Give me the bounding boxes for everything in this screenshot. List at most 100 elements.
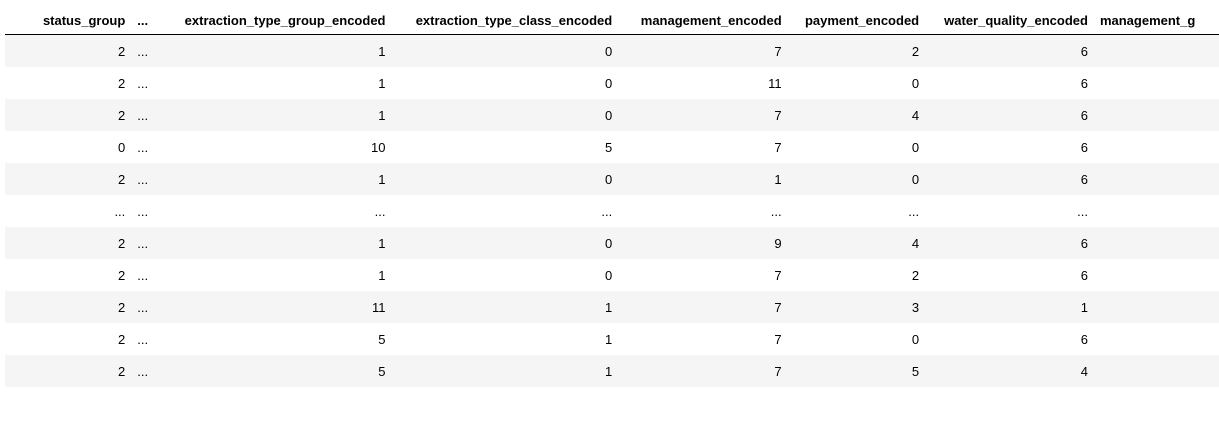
cell-payment-encoded: 0 — [787, 323, 926, 355]
cell-water-quality-encoded: 6 — [925, 34, 1094, 67]
cell-extraction-type-class-encoded: 5 — [391, 131, 619, 163]
column-header-water-quality-encoded: water_quality_encoded — [925, 6, 1094, 35]
cell-payment-encoded: 3 — [787, 291, 926, 323]
table-row: 2... 11 1 7 3 1 — [5, 291, 1219, 323]
dataframe-table-container: status_group ... extraction_type_group_e… — [5, 6, 1219, 387]
cell-extraction-type-class-encoded: 1 — [391, 323, 619, 355]
column-header-management-encoded: management_encoded — [618, 6, 788, 35]
cell-extraction-type-class-encoded: 0 — [391, 259, 619, 291]
cell-status-group: 2 — [5, 99, 132, 131]
column-header-extraction-type-class-encoded: extraction_type_class_encoded — [391, 6, 619, 35]
cell-status-group: 0 — [5, 131, 132, 163]
cell-management-encoded: 7 — [618, 99, 788, 131]
cell-management-encoded: 1 — [618, 163, 788, 195]
table-row: ..................... — [5, 195, 1219, 227]
table-row: 2... 1 0 1 0 6 — [5, 163, 1219, 195]
cell-management-encoded: ... — [618, 195, 788, 227]
column-header-status-group: status_group — [5, 6, 132, 35]
cell-water-quality-encoded: 1 — [925, 291, 1094, 323]
cell-management-group — [1093, 99, 1219, 131]
table-row: 2... 5 1 7 5 4 — [5, 355, 1219, 387]
cell-management-group — [1093, 291, 1219, 323]
cell-management-encoded: 11 — [618, 67, 788, 99]
cell-extraction-type-group-encoded: 5 — [162, 355, 392, 387]
cell-extraction-type-class-encoded: ... — [391, 195, 619, 227]
column-header-payment-encoded: payment_encoded — [787, 6, 926, 35]
cell-extraction-type-group-encoded: 10 — [162, 131, 392, 163]
cell-management-group — [1093, 259, 1219, 291]
dataframe-table: status_group ... extraction_type_group_e… — [5, 6, 1219, 387]
cell-payment-encoded: 2 — [787, 34, 926, 67]
cell-status-group: 2 — [5, 227, 132, 259]
cell-management-group — [1093, 34, 1219, 67]
cell-extraction-type-class-encoded: 0 — [391, 227, 619, 259]
table-row: 2... 5 1 7 0 6 — [5, 323, 1219, 355]
header-row: status_group ... extraction_type_group_e… — [5, 6, 1219, 35]
cell-ellipsis: ... — [131, 259, 163, 291]
cell-ellipsis: ... — [131, 323, 163, 355]
cell-status-group: 2 — [5, 67, 132, 99]
cell-extraction-type-class-encoded: 0 — [391, 99, 619, 131]
column-header-management-group-truncated: management_g — [1093, 6, 1219, 35]
cell-management-group — [1093, 323, 1219, 355]
table-row: 2... 1 0 9 4 6 — [5, 227, 1219, 259]
cell-water-quality-encoded: 4 — [925, 355, 1094, 387]
cell-payment-encoded: 4 — [787, 227, 926, 259]
cell-status-group: 2 — [5, 355, 132, 387]
column-header-extraction-type-group-encoded: extraction_type_group_encoded — [162, 6, 392, 35]
cell-extraction-type-group-encoded: 1 — [162, 67, 392, 99]
cell-extraction-type-group-encoded: 1 — [162, 34, 392, 67]
table-row: 2... 1 0 11 0 6 — [5, 67, 1219, 99]
cell-payment-encoded: 5 — [787, 355, 926, 387]
cell-management-group — [1093, 355, 1219, 387]
cell-status-group: 2 — [5, 323, 132, 355]
cell-payment-encoded: 0 — [787, 67, 926, 99]
cell-management-encoded: 7 — [618, 355, 788, 387]
cell-management-group — [1093, 227, 1219, 259]
cell-extraction-type-group-encoded: 11 — [162, 291, 392, 323]
cell-water-quality-encoded: 6 — [925, 323, 1094, 355]
cell-water-quality-encoded: 6 — [925, 99, 1094, 131]
cell-status-group: 2 — [5, 259, 132, 291]
cell-extraction-type-group-encoded: 1 — [162, 99, 392, 131]
cell-extraction-type-class-encoded: 1 — [391, 355, 619, 387]
cell-management-encoded: 7 — [618, 291, 788, 323]
cell-extraction-type-group-encoded: 1 — [162, 163, 392, 195]
cell-ellipsis: ... — [131, 34, 163, 67]
cell-status-group: 2 — [5, 163, 132, 195]
cell-status-group: 2 — [5, 34, 132, 67]
cell-extraction-type-class-encoded: 0 — [391, 67, 619, 99]
cell-management-encoded: 7 — [618, 323, 788, 355]
cell-ellipsis: ... — [131, 67, 163, 99]
cell-payment-encoded: 4 — [787, 99, 926, 131]
cell-ellipsis: ... — [131, 163, 163, 195]
cell-payment-encoded: 0 — [787, 131, 926, 163]
cell-status-group: ... — [5, 195, 132, 227]
cell-extraction-type-class-encoded: 0 — [391, 163, 619, 195]
cell-management-encoded: 7 — [618, 259, 788, 291]
cell-management-group — [1093, 67, 1219, 99]
cell-extraction-type-group-encoded: 5 — [162, 323, 392, 355]
table-row: 2... 1 0 7 4 6 — [5, 99, 1219, 131]
cell-ellipsis: ... — [131, 227, 163, 259]
table-row: 2... 1 0 7 2 6 — [5, 259, 1219, 291]
cell-extraction-type-class-encoded: 0 — [391, 34, 619, 67]
cell-ellipsis: ... — [131, 355, 163, 387]
cell-management-group — [1093, 195, 1219, 227]
table-row: 2... 1 0 7 2 6 — [5, 34, 1219, 67]
cell-water-quality-encoded: 6 — [925, 259, 1094, 291]
cell-management-encoded: 7 — [618, 131, 788, 163]
cell-extraction-type-group-encoded: 1 — [162, 259, 392, 291]
cell-water-quality-encoded: 6 — [925, 67, 1094, 99]
table-row: 0... 10 5 7 0 6 — [5, 131, 1219, 163]
cell-water-quality-encoded: 6 — [925, 163, 1094, 195]
cell-management-group — [1093, 163, 1219, 195]
table-body: 2... 1 0 7 2 6 2... 1 0 11 0 6 2... 1 0 7 4 6 0... 10 5 7 0 6 2.… — [5, 34, 1219, 387]
cell-payment-encoded: ... — [787, 195, 926, 227]
cell-water-quality-encoded: 6 — [925, 227, 1094, 259]
cell-water-quality-encoded: ... — [925, 195, 1094, 227]
cell-extraction-type-group-encoded: ... — [162, 195, 392, 227]
cell-ellipsis: ... — [131, 291, 163, 323]
cell-ellipsis: ... — [131, 131, 163, 163]
cell-payment-encoded: 0 — [787, 163, 926, 195]
